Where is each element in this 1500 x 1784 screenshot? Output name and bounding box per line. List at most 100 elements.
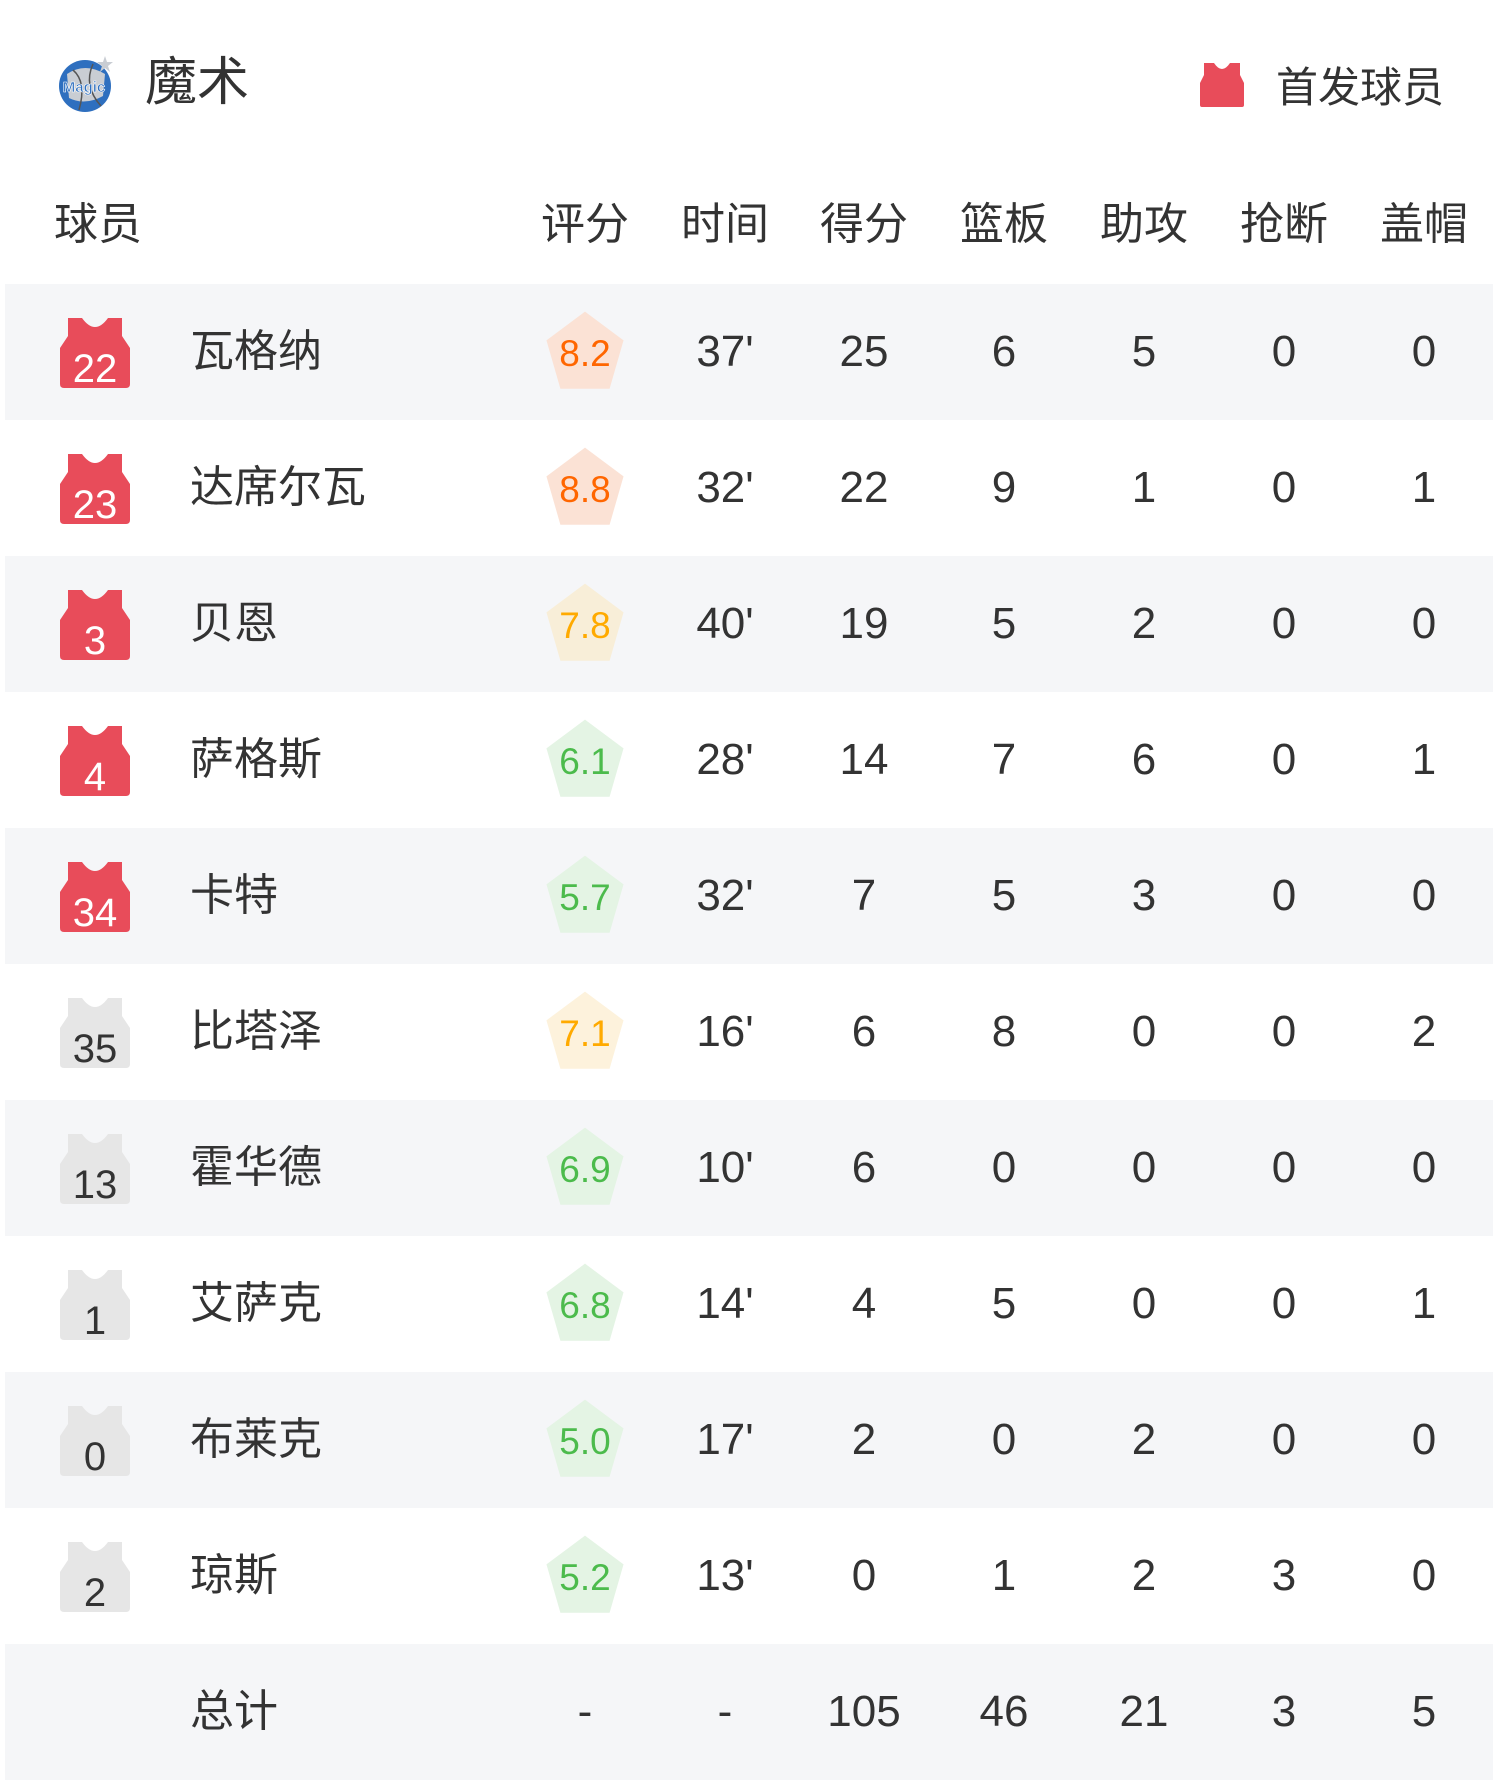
stat-time: 37' <box>696 327 754 376</box>
stat-time: 32' <box>696 871 754 920</box>
stat-time: 32' <box>696 463 754 512</box>
stat-time: 16' <box>696 1007 754 1056</box>
jersey-icon: 2 <box>60 1540 130 1615</box>
jersey-number: 35 <box>72 1027 118 1071</box>
stat-reb: 5 <box>991 1279 1017 1328</box>
player-name[interactable]: 瓦格纳 <box>190 326 322 377</box>
stat-pts: 19 <box>839 599 889 648</box>
stat-stl: 0 <box>1271 599 1297 648</box>
stat-ast: 6 <box>1131 735 1157 784</box>
rating-badge: 7.8 <box>546 583 624 661</box>
player-name[interactable]: 霍华德 <box>190 1142 322 1193</box>
jersey-number: 2 <box>83 1571 107 1615</box>
total-reb: 46 <box>979 1687 1029 1736</box>
player-name[interactable]: 布莱克 <box>190 1414 322 1465</box>
stat-ast: 2 <box>1131 599 1157 648</box>
total-pts: 105 <box>827 1687 901 1736</box>
player-name[interactable]: 卡特 <box>190 870 278 921</box>
jersey-number: 3 <box>83 619 107 663</box>
rating-badge: 6.8 <box>546 1263 624 1341</box>
table-row[interactable]: 23 达席尔瓦 8.8 32' 22 9 1 0 1 <box>5 420 1493 556</box>
jersey-number: 0 <box>83 1435 107 1479</box>
table-row[interactable]: 1 艾萨克 6.8 14' 4 5 0 0 1 <box>5 1236 1493 1372</box>
stat-blk: 2 <box>1411 1007 1437 1056</box>
jersey-icon <box>1200 63 1244 107</box>
stat-reb: 6 <box>991 327 1017 376</box>
jersey-number: 4 <box>83 755 107 799</box>
stat-stl: 3 <box>1271 1551 1297 1600</box>
stat-ast: 0 <box>1131 1279 1157 1328</box>
team-name: 魔术 <box>145 53 250 113</box>
stat-time: 14' <box>696 1279 754 1328</box>
team-header: Magic 魔术 首发球员 <box>0 0 1500 170</box>
table-row[interactable]: 22 瓦格纳 8.2 37' 25 6 5 0 0 <box>5 284 1493 420</box>
stat-time: 28' <box>696 735 754 784</box>
starter-legend: 首发球员 <box>1200 58 1444 112</box>
stat-pts: 7 <box>851 871 877 920</box>
table-row[interactable]: 35 比塔泽 7.1 16' 6 8 0 0 2 <box>5 964 1493 1100</box>
jersey-icon: 1 <box>60 1268 130 1343</box>
stat-reb: 1 <box>991 1551 1017 1600</box>
jersey-icon: 4 <box>60 724 130 799</box>
stat-blk: 0 <box>1411 327 1437 376</box>
col-points[interactable]: 得分 <box>820 199 908 250</box>
stat-reb: 0 <box>991 1143 1017 1192</box>
table-row[interactable]: 2 琼斯 5.2 13' 0 1 2 3 0 <box>5 1508 1493 1644</box>
stat-stl: 0 <box>1271 327 1297 376</box>
col-blocks[interactable]: 盖帽 <box>1380 199 1468 250</box>
rating-badge: 5.0 <box>546 1399 624 1477</box>
total-stl: 3 <box>1271 1687 1297 1736</box>
table-header: 球员 评分 时间 得分 篮板 助攻 抢断 盖帽 <box>0 190 1500 260</box>
stat-pts: 2 <box>851 1415 877 1464</box>
stat-stl: 0 <box>1271 1415 1297 1464</box>
player-name[interactable]: 比塔泽 <box>190 1006 322 1057</box>
jersey-icon: 13 <box>60 1132 130 1207</box>
player-name[interactable]: 贝恩 <box>190 598 278 649</box>
stat-pts: 25 <box>839 327 889 376</box>
table-row[interactable]: 34 卡特 5.7 32' 7 5 3 0 0 <box>5 828 1493 964</box>
stat-time: 17' <box>696 1415 754 1464</box>
stat-ast: 2 <box>1131 1551 1157 1600</box>
stat-reb: 7 <box>991 735 1017 784</box>
table-row[interactable]: 0 布莱克 5.0 17' 2 0 2 0 0 <box>5 1372 1493 1508</box>
stat-reb: 0 <box>991 1415 1017 1464</box>
total-blk: 5 <box>1411 1687 1437 1736</box>
stat-stl: 0 <box>1271 1279 1297 1328</box>
col-time[interactable]: 时间 <box>681 199 769 250</box>
table-row[interactable]: 3 贝恩 7.8 40' 19 5 2 0 0 <box>5 556 1493 692</box>
stat-reb: 5 <box>991 871 1017 920</box>
total-ast: 21 <box>1119 1687 1169 1736</box>
jersey-icon: 23 <box>60 452 130 527</box>
stat-ast: 3 <box>1131 871 1157 920</box>
rating-badge: 8.2 <box>546 311 624 389</box>
col-rebounds[interactable]: 篮板 <box>960 199 1048 250</box>
total-time: - <box>717 1687 733 1736</box>
col-rating[interactable]: 评分 <box>541 199 629 250</box>
col-steals[interactable]: 抢断 <box>1240 199 1328 250</box>
col-assists[interactable]: 助攻 <box>1100 199 1188 250</box>
player-name[interactable]: 达席尔瓦 <box>190 462 366 513</box>
stat-ast: 0 <box>1131 1007 1157 1056</box>
jersey-icon: 35 <box>60 996 130 1071</box>
stat-blk: 0 <box>1411 871 1437 920</box>
jersey-icon: 3 <box>60 588 130 663</box>
player-name[interactable]: 萨格斯 <box>190 734 322 785</box>
jersey-icon: 22 <box>60 316 130 391</box>
player-name[interactable]: 艾萨克 <box>190 1278 322 1329</box>
stat-blk: 0 <box>1411 1415 1437 1464</box>
stat-stl: 0 <box>1271 463 1297 512</box>
stat-pts: 4 <box>851 1279 877 1328</box>
jersey-number: 13 <box>72 1163 118 1207</box>
stat-reb: 8 <box>991 1007 1017 1056</box>
stat-blk: 0 <box>1411 1143 1437 1192</box>
table-row[interactable]: 4 萨格斯 6.1 28' 14 7 6 0 1 <box>5 692 1493 828</box>
stat-reb: 5 <box>991 599 1017 648</box>
jersey-number: 22 <box>72 347 118 391</box>
player-name[interactable]: 琼斯 <box>190 1550 278 1601</box>
stat-blk: 1 <box>1411 735 1437 784</box>
stat-pts: 6 <box>851 1007 877 1056</box>
stat-blk: 1 <box>1411 1279 1437 1328</box>
table-row[interactable]: 13 霍华德 6.9 10' 6 0 0 0 0 <box>5 1100 1493 1236</box>
jersey-number: 34 <box>72 891 118 935</box>
total-rating: - <box>577 1687 593 1736</box>
